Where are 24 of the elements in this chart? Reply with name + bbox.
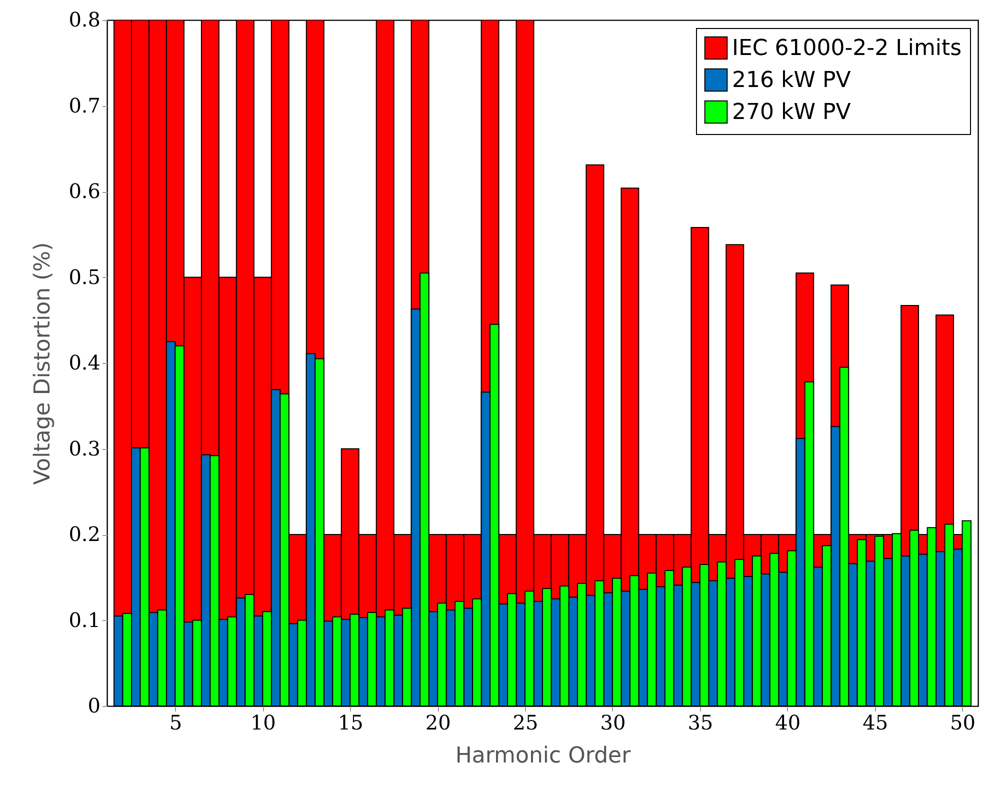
x-tick-label: 30 xyxy=(600,710,626,734)
y-tick-label: 0.8 xyxy=(68,8,100,32)
legend-label: IEC 61000-2-2 Limits xyxy=(732,36,962,61)
x-axis-title: Harmonic Order xyxy=(455,744,632,768)
legend-label: 216 kW PV xyxy=(732,68,851,93)
y-tick-label: 0.6 xyxy=(68,179,100,203)
y-tick-label: 0.5 xyxy=(68,264,100,289)
x-tick-label: 40 xyxy=(775,710,801,734)
x-tick-label: 20 xyxy=(425,710,451,734)
y-tick-label: 0.4 xyxy=(68,350,100,374)
y-tick-label: 0.1 xyxy=(68,608,100,632)
x-tick-label: 5 xyxy=(169,710,182,734)
x-tick-label: 15 xyxy=(338,710,364,734)
x-tick-label: 45 xyxy=(862,710,888,734)
y-tick-label: 0.3 xyxy=(68,436,100,460)
x-tick-label: 10 xyxy=(250,710,276,734)
y-tick-label: 0.7 xyxy=(68,93,100,118)
x-tick-label: 25 xyxy=(512,710,538,734)
y-tick-label: 0 xyxy=(88,694,100,718)
y-axis-title: Voltage Distortion (%) xyxy=(30,242,56,485)
x-tick-label: 50 xyxy=(950,710,976,734)
legend-label: 270 kW PV xyxy=(732,100,851,125)
y-tick-label: 0.2 xyxy=(68,522,100,546)
x-tick-label: 35 xyxy=(688,710,714,734)
